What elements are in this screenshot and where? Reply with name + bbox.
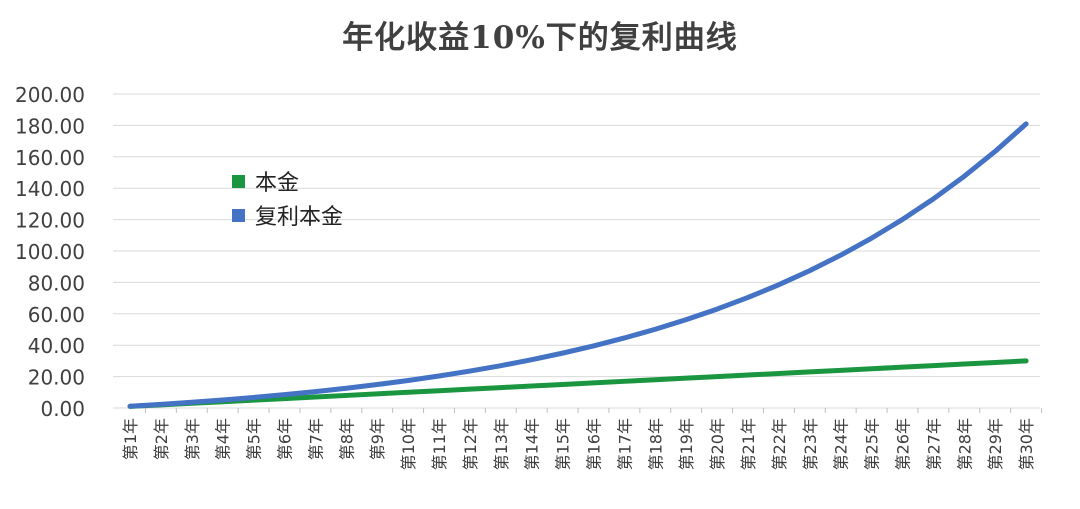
y-tick-label: 180.00 — [15, 114, 85, 138]
x-tick-label: 第19年 — [677, 418, 696, 470]
x-tick-label: 第25年 — [863, 418, 882, 470]
x-tick-label: 第15年 — [554, 418, 573, 470]
x-tick-label: 第29年 — [986, 418, 1005, 470]
x-tick-label: 第30年 — [1017, 418, 1036, 470]
y-tick-label: 60.00 — [28, 303, 85, 327]
x-tick-label: 第5年 — [245, 418, 264, 460]
legend-swatch-compound — [232, 208, 245, 222]
x-tick-label: 第13年 — [492, 418, 511, 470]
x-tick-label: 第26年 — [894, 418, 913, 470]
x-tick-label: 第6年 — [276, 418, 295, 460]
x-tick-label: 第14年 — [523, 418, 542, 470]
x-tick-label: 第16年 — [585, 418, 604, 470]
legend-item-compound: 复利本金 — [232, 198, 343, 232]
x-tick-label: 第23年 — [801, 418, 820, 470]
x-tick-label: 第28年 — [955, 418, 974, 470]
x-tick-label: 第9年 — [368, 418, 387, 460]
y-tick-label: 40.00 — [28, 334, 85, 358]
series-line-1 — [127, 121, 1029, 409]
y-tick-label: 0.00 — [40, 397, 85, 421]
y-tick-label: 120.00 — [15, 209, 85, 233]
chart-title: 年化收益10%下的复利曲线 — [342, 20, 738, 56]
x-tick-label: 第21年 — [739, 418, 758, 470]
x-tick-label: 第2年 — [152, 418, 171, 460]
x-tick-label: 第27年 — [924, 418, 943, 470]
y-tick-label: 80.00 — [28, 271, 85, 295]
legend-label-compound: 复利本金 — [255, 205, 344, 230]
series-line-0 — [127, 358, 1029, 409]
y-tick-label: 140.00 — [15, 177, 85, 201]
x-tick-label: 第1年 — [121, 418, 140, 460]
x-tick-label: 第22年 — [770, 418, 789, 470]
x-tick-label: 第12年 — [461, 418, 480, 470]
x-tick-label: 第20年 — [708, 418, 727, 470]
y-tick-label: 160.00 — [15, 146, 85, 170]
y-tick-label: 100.00 — [15, 240, 85, 264]
x-tick-label: 第3年 — [183, 418, 202, 460]
x-tick-label: 第7年 — [306, 418, 325, 460]
legend-item-principal: 本金 — [232, 164, 343, 198]
legend-swatch-principal — [232, 174, 245, 188]
y-tick-label: 20.00 — [28, 366, 85, 390]
x-tick-label: 第18年 — [646, 418, 665, 470]
x-tick-label: 第17年 — [615, 418, 634, 470]
x-tick-label: 第11年 — [430, 418, 449, 470]
x-tick-label: 第8年 — [337, 418, 356, 460]
x-tick-label: 第4年 — [214, 418, 233, 460]
x-tick-label: 第10年 — [399, 418, 418, 470]
y-tick-label: 200.00 — [15, 83, 85, 107]
legend-label-principal: 本金 — [255, 171, 300, 196]
legend: 本金 复利本金 — [232, 164, 343, 232]
x-tick-label: 第24年 — [832, 418, 851, 470]
